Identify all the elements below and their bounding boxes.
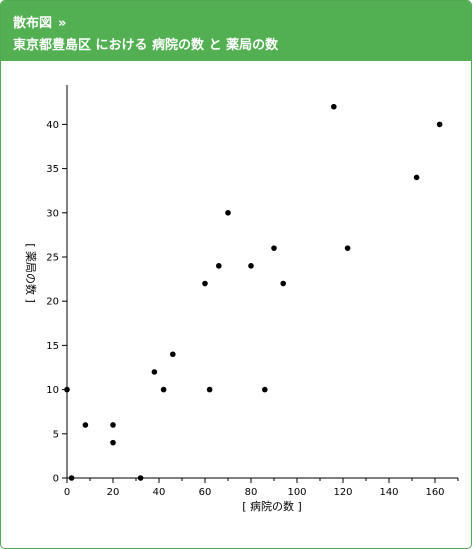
scatter-point	[248, 263, 254, 269]
scatter-point	[202, 280, 208, 287]
x-axis-label: [ 病院の数 ]	[242, 499, 302, 513]
x-tick-label: 140	[379, 487, 398, 498]
scatter-point	[280, 280, 287, 287]
y-tick-label: 35	[46, 164, 59, 175]
y-axis-label: [ 薬局の数 ]	[24, 243, 37, 303]
scatter-point	[68, 475, 75, 481]
scatter-point	[110, 439, 116, 446]
axes	[66, 85, 458, 479]
breadcrumb-separator: »	[58, 16, 67, 31]
y-tick-label: 30	[46, 208, 59, 219]
x-tick-label: 100	[287, 487, 306, 498]
scatter-point	[170, 351, 176, 358]
header-bar: 散布図 » 東京都豊島区 における 病院の数 と 薬局の数	[1, 1, 471, 61]
scatter-point	[344, 245, 351, 251]
x-tick-label: 160	[425, 487, 444, 498]
scatter-point	[206, 386, 213, 393]
scatter-point	[271, 245, 277, 251]
scatter-point	[151, 369, 158, 375]
data-points	[64, 103, 443, 481]
scatter-point	[160, 386, 167, 393]
y-tick-label: 40	[46, 120, 59, 131]
scatter-point	[331, 103, 337, 110]
scatter-point	[225, 210, 231, 216]
breadcrumb: 散布図 »	[13, 12, 66, 31]
y-tick-label: 20	[46, 297, 59, 308]
x-tick-label: 60	[199, 487, 212, 498]
y-tick-label: 5	[53, 429, 59, 440]
y-tick-label: 15	[46, 341, 59, 352]
x-tick-label: 0	[64, 487, 70, 498]
scatter-point	[110, 422, 116, 428]
scatter-point	[137, 475, 144, 481]
scatter-point	[413, 174, 420, 181]
scatter-point	[262, 386, 268, 393]
scatter-point	[64, 386, 70, 393]
x-tick-label: 80	[245, 487, 258, 498]
scatter-chart: 0 20 40 60 80 100 120 140 160 0 5 10 15 20 25 30 35 40 [ …	[24, 85, 459, 513]
scatter-point	[82, 422, 89, 428]
x-tick-label: 120	[333, 487, 352, 498]
ticks: 0 20 40 60 80 100 120 140 160 0 5 10 15 20 25 30 35 40	[46, 120, 459, 498]
y-tick-label: 0	[53, 474, 59, 485]
scatter-point	[436, 121, 443, 128]
page-title: 東京都豊島区 における 病院の数 と 薬局の数	[13, 38, 279, 53]
x-tick-label: 20	[107, 487, 120, 498]
y-tick-label: 25	[46, 253, 59, 264]
breadcrumb-link-scatter[interactable]: 散布図	[13, 16, 53, 31]
x-tick-label: 40	[153, 487, 166, 498]
scatter-point	[216, 263, 222, 269]
y-tick-label: 10	[46, 385, 59, 396]
